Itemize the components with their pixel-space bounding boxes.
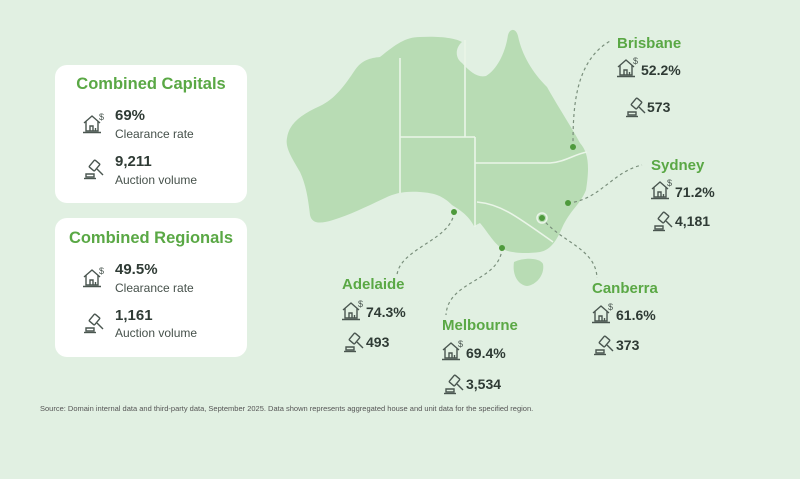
- combined-regionals-card: Combined Regionals $ 49.5% Clearance rat…: [55, 218, 247, 357]
- canberra-auction-volume: 373: [616, 337, 640, 353]
- city-name-canberra: Canberra: [592, 280, 658, 297]
- house-dollar-icon: $: [82, 266, 106, 288]
- city-name-brisbane: Brisbane: [617, 35, 682, 52]
- melbourne-dot: [499, 245, 505, 251]
- auction-volume-value: 9,211: [115, 153, 152, 170]
- clearance-rate-value: 69%: [115, 107, 146, 124]
- gavel-icon: [592, 334, 616, 356]
- svg-text:$: $: [667, 178, 672, 188]
- city-name-adelaide: Adelaide: [342, 276, 405, 293]
- brisbane-dot: [570, 144, 576, 150]
- house-dollar-icon: $: [341, 299, 365, 321]
- svg-text:$: $: [99, 112, 104, 122]
- house-dollar-icon: $: [616, 56, 640, 78]
- mainland: [286, 29, 588, 254]
- house-dollar-icon: $: [441, 339, 465, 361]
- brisbane-auction-volume: 573: [647, 99, 671, 115]
- city-name-sydney: Sydney: [651, 157, 705, 174]
- adelaide-dot: [451, 209, 457, 215]
- svg-text:$: $: [458, 339, 463, 349]
- auction-volume-label: Auction volume: [115, 326, 198, 340]
- adelaide-auction-volume: 493: [366, 334, 390, 350]
- gavel-icon: [651, 210, 675, 232]
- clearance-rate-label: Clearance rate: [115, 281, 194, 295]
- house-dollar-icon: $: [650, 178, 674, 200]
- svg-text:$: $: [633, 56, 638, 66]
- tasmania: [513, 258, 544, 286]
- source-note: Source: Domain internal data and third-p…: [40, 404, 534, 413]
- svg-text:$: $: [99, 266, 104, 276]
- house-dollar-icon: $: [591, 302, 615, 324]
- canberra-ring: [536, 212, 548, 224]
- sydney-dot: [565, 200, 571, 206]
- clearance-rate-value: 49.5%: [115, 261, 158, 278]
- card-title: Combined Regionals: [68, 229, 234, 247]
- melbourne-clearance-rate: 69.4%: [466, 345, 506, 361]
- clearance-rate-label: Clearance rate: [115, 127, 194, 141]
- combined-capitals-card: Combined Capitals $ 69% Clearance rate 9…: [55, 65, 247, 203]
- canberra-clearance-rate: 61.6%: [616, 307, 656, 323]
- gavel-icon: [82, 312, 106, 334]
- city-name-melbourne: Melbourne: [442, 317, 518, 334]
- gavel-icon: [442, 373, 466, 395]
- melbourne-auction-volume: 3,534: [466, 376, 502, 392]
- state-borders: [399, 40, 588, 243]
- leader-lines: [396, 39, 643, 316]
- auction-volume-value: 1,161: [115, 307, 153, 324]
- svg-text:$: $: [358, 299, 363, 309]
- brisbane-clearance-rate: 52.2%: [641, 62, 681, 78]
- sydney-auction-volume: 4,181: [675, 213, 711, 229]
- svg-text:$: $: [608, 302, 613, 312]
- adelaide-clearance-rate: 74.3%: [366, 304, 406, 320]
- gavel-icon: [342, 331, 366, 353]
- gavel-icon: [82, 158, 106, 180]
- auction-volume-label: Auction volume: [115, 173, 198, 187]
- canberra-dot: [539, 215, 545, 221]
- card-title: Combined Capitals: [76, 75, 226, 93]
- sydney-clearance-rate: 71.2%: [675, 184, 715, 200]
- gavel-icon: [624, 96, 648, 118]
- house-dollar-icon: $: [82, 112, 106, 134]
